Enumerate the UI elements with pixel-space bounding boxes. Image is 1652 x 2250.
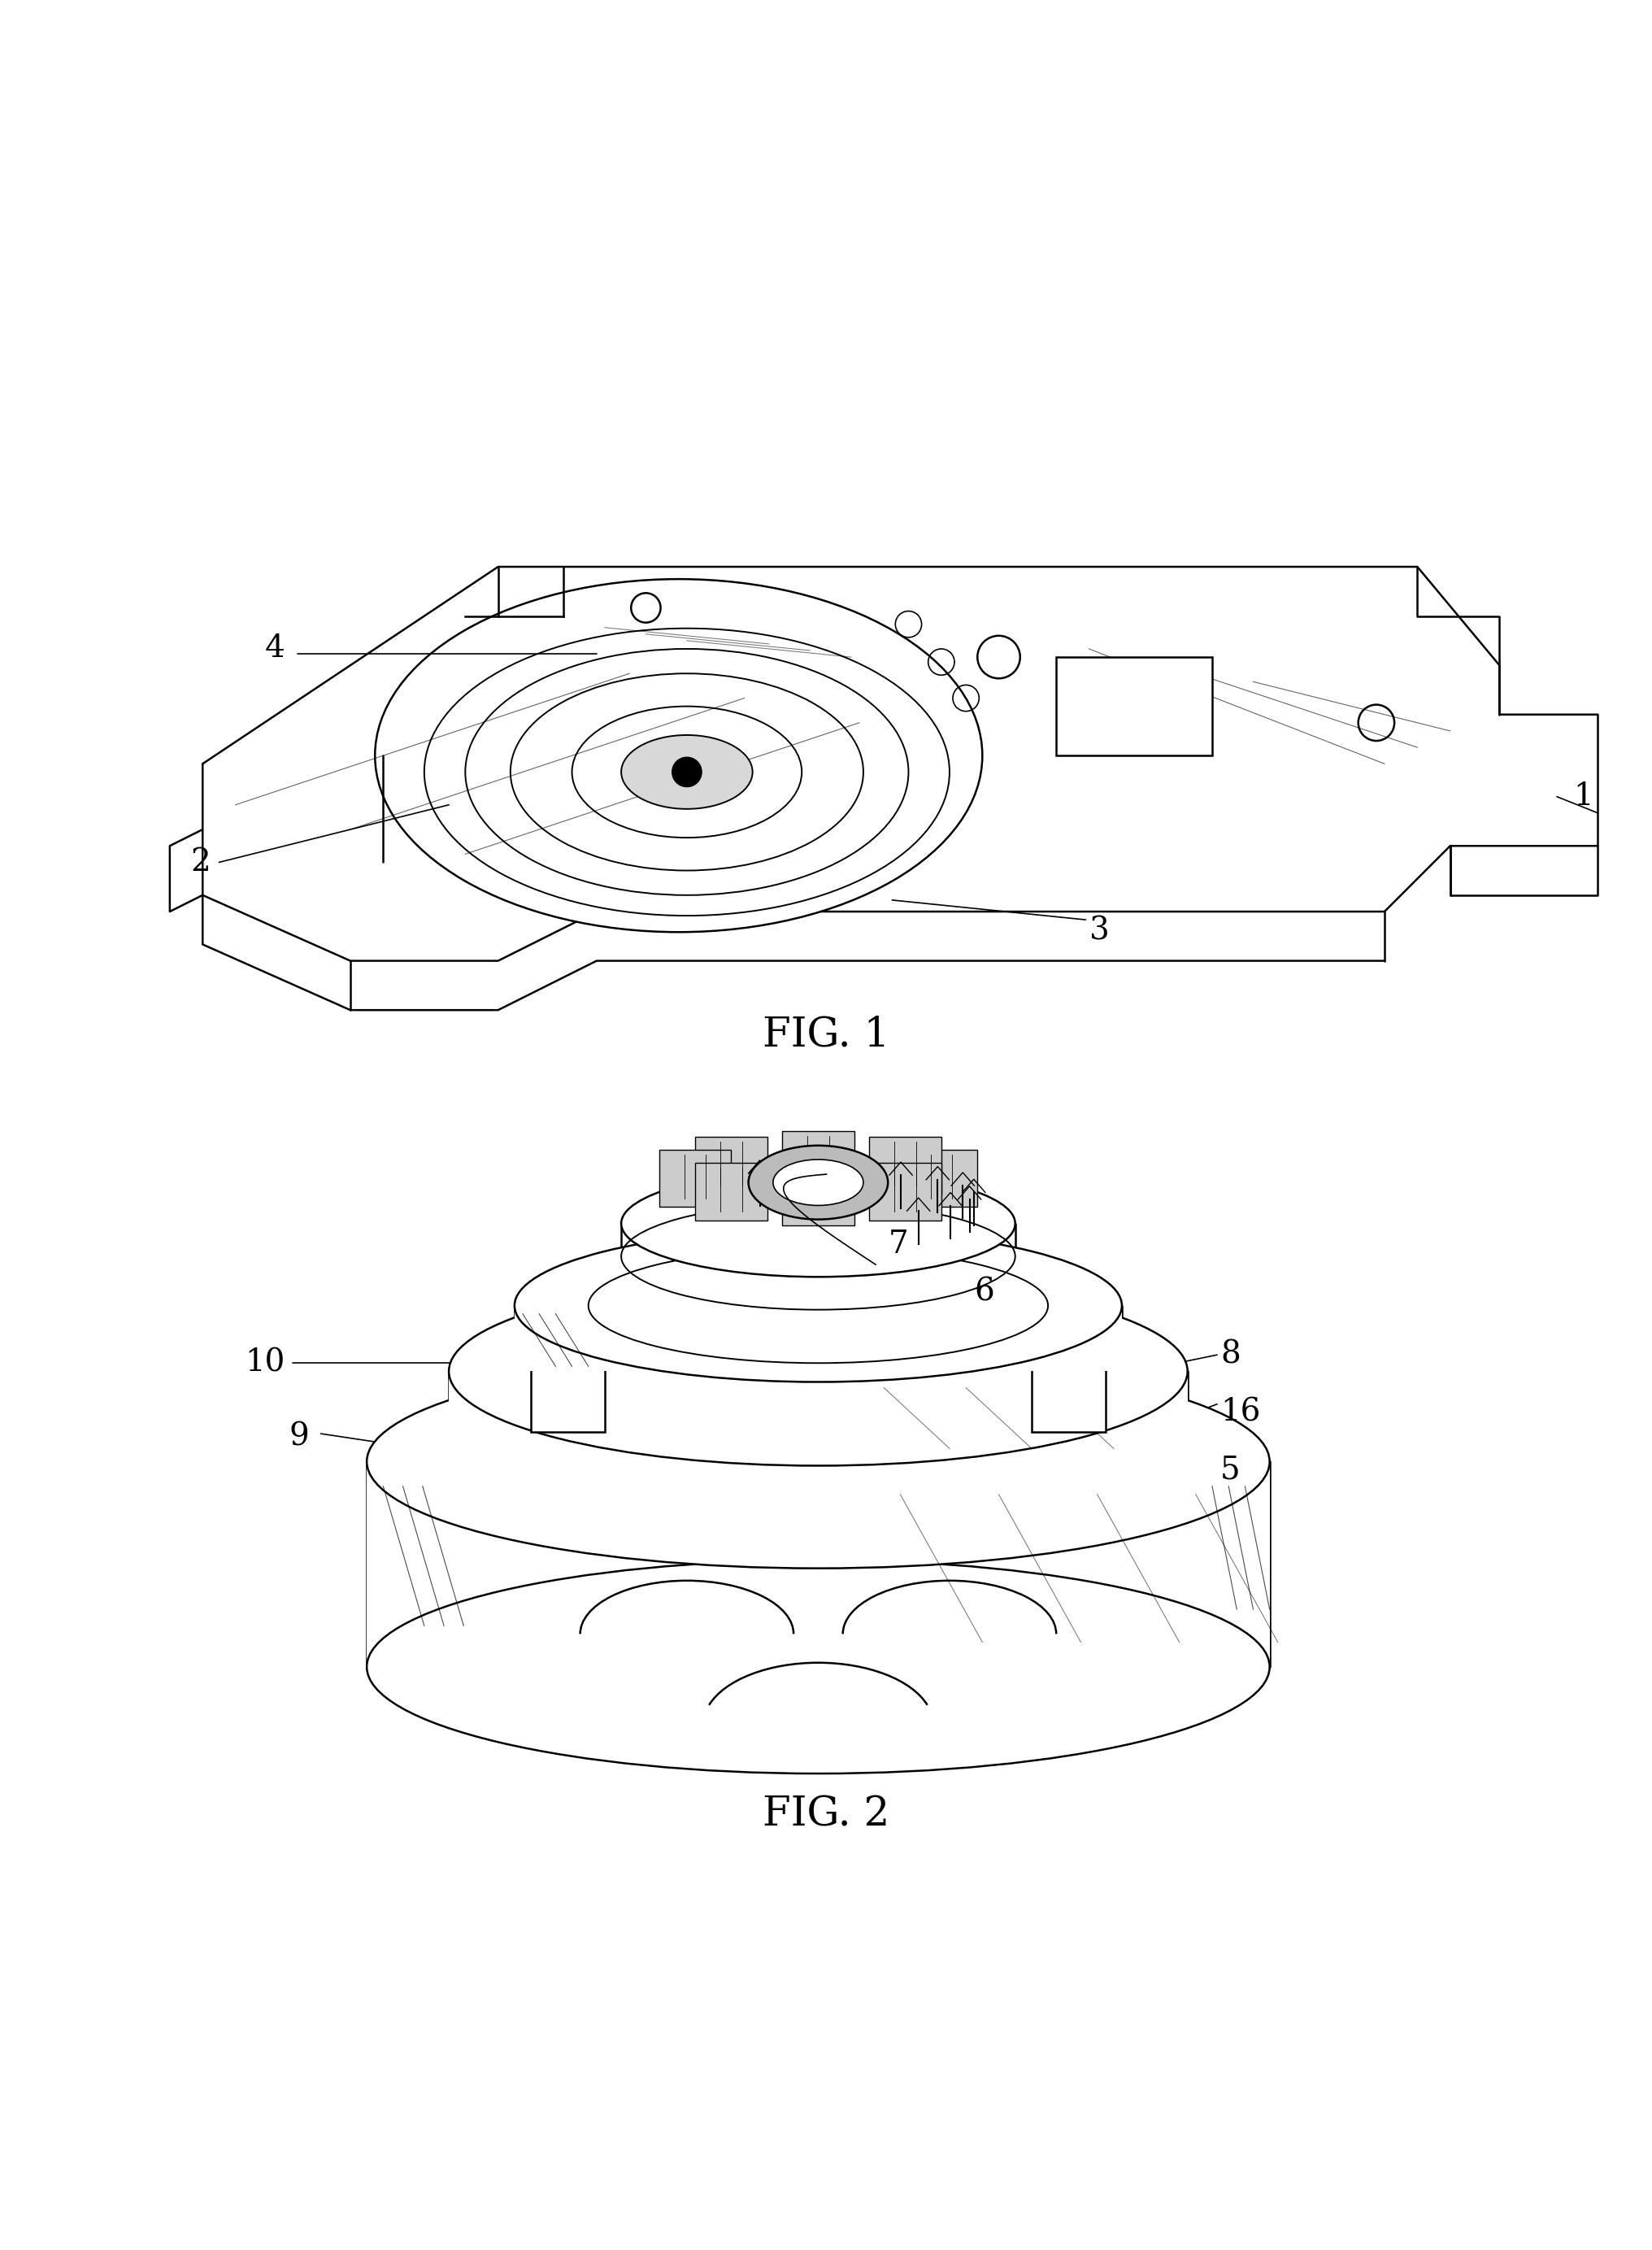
Polygon shape	[203, 567, 1597, 961]
Polygon shape	[869, 1136, 942, 1195]
Ellipse shape	[514, 1229, 1122, 1382]
Ellipse shape	[449, 1276, 1186, 1465]
Ellipse shape	[367, 1559, 1269, 1773]
Text: FIG. 1: FIG. 1	[763, 1015, 889, 1055]
Polygon shape	[514, 1305, 1122, 1370]
Text: 1: 1	[1573, 781, 1593, 812]
Ellipse shape	[621, 1170, 1014, 1276]
Ellipse shape	[375, 578, 981, 932]
Text: 2: 2	[190, 848, 211, 878]
Text: FIG. 2: FIG. 2	[763, 1796, 889, 1834]
Polygon shape	[367, 1462, 1269, 1667]
Ellipse shape	[773, 1159, 862, 1206]
Text: 9: 9	[289, 1422, 309, 1451]
Ellipse shape	[748, 1145, 887, 1220]
Text: 10: 10	[244, 1348, 284, 1377]
Polygon shape	[1056, 657, 1211, 756]
Polygon shape	[530, 1364, 605, 1431]
Ellipse shape	[367, 1354, 1269, 1568]
Polygon shape	[781, 1168, 854, 1226]
Ellipse shape	[621, 736, 752, 810]
Text: 7: 7	[889, 1231, 909, 1260]
Circle shape	[672, 758, 702, 788]
Polygon shape	[449, 1370, 1186, 1463]
Polygon shape	[869, 1163, 942, 1220]
Polygon shape	[1031, 1364, 1105, 1431]
Polygon shape	[659, 1150, 730, 1206]
Text: 16: 16	[1219, 1397, 1260, 1426]
Text: 8: 8	[1219, 1339, 1241, 1370]
Polygon shape	[905, 1150, 976, 1206]
Polygon shape	[695, 1136, 767, 1195]
Polygon shape	[781, 1132, 854, 1188]
Text: 3: 3	[1089, 916, 1108, 947]
Text: 5: 5	[1219, 1456, 1241, 1485]
Text: 6: 6	[973, 1278, 995, 1307]
Polygon shape	[695, 1163, 767, 1220]
Text: 4: 4	[264, 634, 284, 664]
